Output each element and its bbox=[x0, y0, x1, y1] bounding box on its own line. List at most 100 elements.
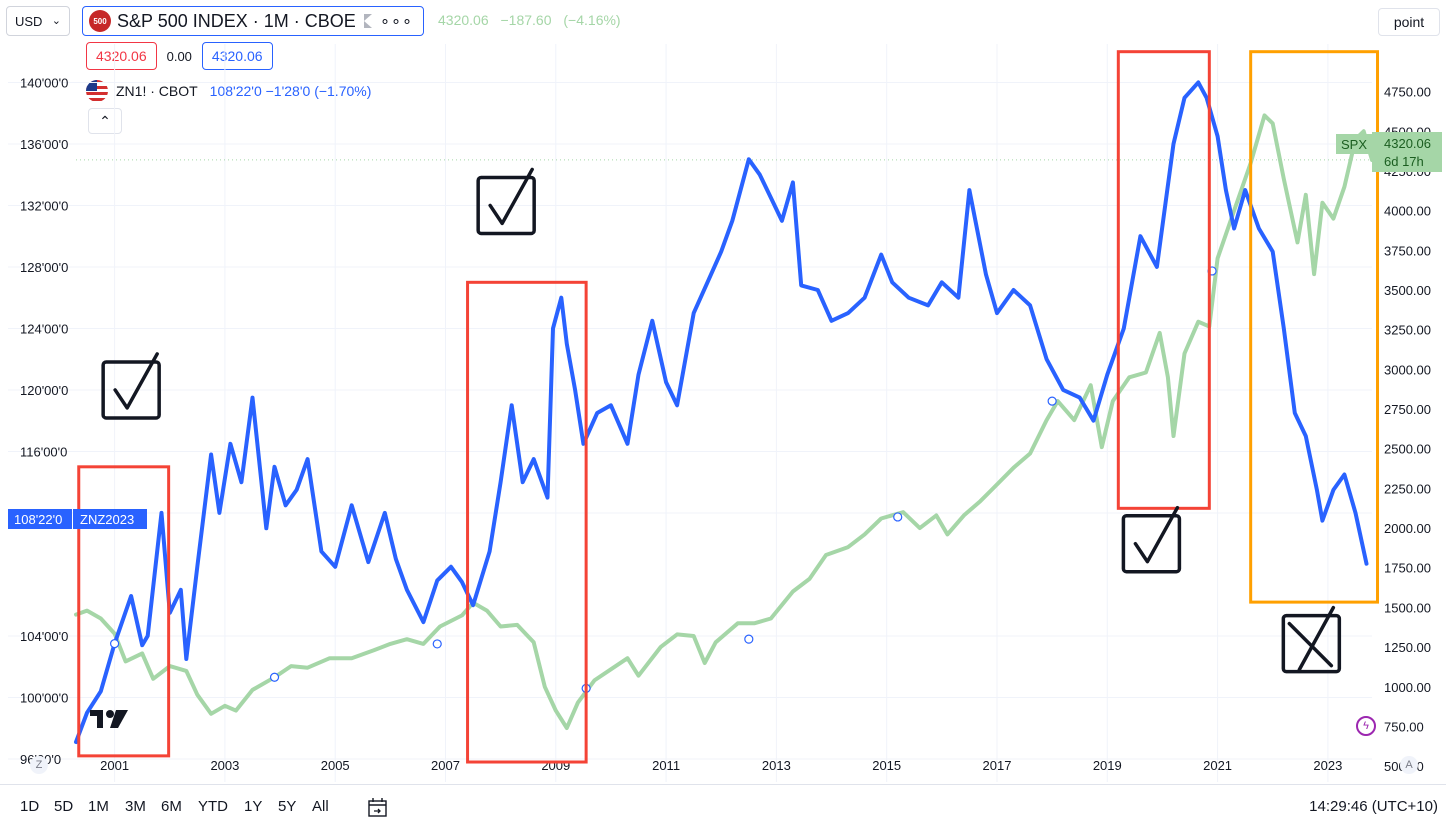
spx-change-pct: (−4.16%) bbox=[563, 12, 621, 28]
range-1m[interactable]: 1M bbox=[88, 798, 109, 815]
right-tick-label: 2500.00 bbox=[1384, 442, 1431, 457]
currency-select[interactable]: USD ⌄ bbox=[6, 6, 70, 36]
zn-series-line bbox=[74, 80, 1369, 744]
right-tick-label: 3750.00 bbox=[1384, 243, 1431, 258]
range-5d[interactable]: 5D bbox=[54, 798, 74, 815]
rollover-marker bbox=[432, 639, 442, 649]
left-tick-label: 140'00'0 bbox=[20, 75, 68, 90]
compare-change-pct: (−1.70%) bbox=[314, 83, 372, 99]
range-6m[interactable]: 6M bbox=[161, 798, 182, 815]
spx-name-badge: SPX bbox=[1341, 137, 1367, 152]
cross-mark-icon bbox=[1287, 605, 1336, 672]
hand-drawn-box bbox=[476, 175, 536, 236]
compare-last: 108'22'0 bbox=[209, 83, 262, 99]
tv-logo-bar bbox=[90, 710, 103, 716]
compare-change: −1'28'0 bbox=[265, 83, 311, 99]
left-price-axis: 140'00'0 136'00'0 132'00'0 128'00'0 124'00'0… bbox=[20, 75, 68, 767]
right-tick-label: 750.00 bbox=[1384, 719, 1424, 734]
range-1y[interactable]: 1Y bbox=[244, 798, 263, 815]
tv-logo-stem bbox=[97, 710, 103, 728]
clock-timezone[interactable]: 14:29:46 (UTC+10) bbox=[1309, 798, 1438, 815]
bottom-toolbar: 1D 5D 1M 3M 6M YTD 1Y 5Y All 14:29:46 (U… bbox=[0, 784, 1446, 833]
scale-mode-button[interactable]: point bbox=[1378, 8, 1440, 36]
left-tick-label: 100'00'0 bbox=[20, 690, 68, 705]
time-tick-label: 2019 bbox=[1093, 758, 1122, 773]
symbol-logo: 500 bbox=[89, 10, 111, 32]
left-tick-label: 132'00'0 bbox=[20, 198, 68, 213]
compare-series-legend[interactable]: ZN1! · CBOT 108'22'0 −1'28'0 (−1.70%) bbox=[86, 80, 371, 102]
compare-values: 108'22'0 −1'28'0 (−1.70%) bbox=[210, 83, 372, 99]
time-tick-label: 2017 bbox=[983, 758, 1012, 773]
range-5y[interactable]: 5Y bbox=[278, 798, 297, 815]
zn-price-badge: 108'22'0 bbox=[14, 512, 62, 527]
symbol-title: S&P 500 INDEX · 1M · CBOE bbox=[117, 10, 356, 31]
range-1d[interactable]: 1D bbox=[20, 798, 40, 815]
hand-drawn-box bbox=[101, 360, 161, 420]
rollover-marker bbox=[110, 639, 120, 649]
spx-change: −187.60 bbox=[500, 12, 552, 28]
range-all[interactable]: All bbox=[312, 798, 329, 815]
time-tick-label: 2011 bbox=[652, 758, 680, 773]
check-mark-icon bbox=[488, 167, 534, 226]
spx-countdown-badge: 6d 17h bbox=[1384, 154, 1424, 169]
compare-symbol-name: ZN1! · CBOT bbox=[116, 83, 198, 99]
spx-name-badge-bg bbox=[1336, 134, 1372, 154]
right-tick-label: 1750.00 bbox=[1384, 561, 1431, 576]
zn-contract-badge: ZNZ2023 bbox=[80, 512, 134, 527]
chevron-down-icon: ⌄ bbox=[51, 15, 61, 27]
time-tick-label: 2005 bbox=[321, 758, 350, 773]
right-tick-label: 2750.00 bbox=[1384, 402, 1431, 417]
hand-drawn-box bbox=[1281, 613, 1342, 674]
right-tick-label: 3500.00 bbox=[1384, 283, 1431, 298]
main-series-values: 4320.06 −187.60 (−4.16%) bbox=[438, 12, 629, 28]
time-tick-label: 2009 bbox=[541, 758, 570, 773]
right-tick-label: 2000.00 bbox=[1384, 521, 1431, 536]
right-tick-label: 4000.00 bbox=[1384, 204, 1431, 219]
auto-scale-button[interactable]: A bbox=[1400, 756, 1418, 774]
axis-badges: 108'22'0 ZNZ2023 SPX 4320.06 6d 17h bbox=[8, 132, 1442, 529]
range-3m[interactable]: 3M bbox=[125, 798, 146, 815]
collapse-legend-button[interactable]: ⌃ bbox=[88, 108, 122, 134]
tv-logo-dot bbox=[106, 710, 114, 718]
right-tick-label: 4750.00 bbox=[1384, 85, 1431, 100]
calendar-goto-icon[interactable] bbox=[366, 796, 390, 820]
right-price-axis: 4750.004500.004250.004000.003750.003500.… bbox=[1384, 85, 1431, 775]
zn-price-badge-bg bbox=[8, 509, 72, 529]
time-tick-label: 2007 bbox=[431, 758, 460, 773]
tv-logo-wedge bbox=[110, 710, 128, 728]
spx-price-badge: 4320.06 bbox=[1384, 136, 1431, 151]
right-tick-label: 3000.00 bbox=[1384, 362, 1431, 377]
price-chart[interactable]: 140'00'0 136'00'0 132'00'0 128'00'0 124'00'0… bbox=[0, 0, 1446, 784]
spx-last: 4320.06 bbox=[438, 12, 489, 28]
spx-price-badge-bg bbox=[1372, 132, 1442, 172]
sell-button[interactable]: 4320.06 bbox=[86, 42, 157, 70]
right-tick-label: 1000.00 bbox=[1384, 680, 1431, 695]
zoom-corner-button[interactable]: Z bbox=[30, 756, 48, 774]
time-tick-label: 2013 bbox=[762, 758, 791, 773]
more-icon[interactable]: ∘∘∘ bbox=[379, 13, 413, 30]
check-mark-icon bbox=[1133, 505, 1180, 564]
grid-lines bbox=[8, 44, 1372, 782]
symbol-search[interactable]: 500 S&P 500 INDEX · 1M · CBOE ∘∘∘ bbox=[82, 6, 424, 36]
time-tick-label: 2001 bbox=[100, 758, 129, 773]
annotation-box bbox=[1116, 50, 1211, 510]
lightning-icon[interactable]: ϟ bbox=[1356, 716, 1376, 736]
left-tick-label: 124'00'0 bbox=[20, 321, 68, 336]
rollover-marker bbox=[893, 512, 903, 522]
time-axis: 2001 2003 2005 2007 2009 2011 2013 2015 2017 2019… bbox=[100, 758, 1342, 773]
currency-label: USD bbox=[15, 13, 43, 29]
left-tick-label: 136'00'0 bbox=[20, 137, 68, 152]
right-tick-label: 2250.00 bbox=[1384, 481, 1431, 496]
annotation-layer bbox=[77, 50, 1380, 764]
annotation-box bbox=[77, 465, 171, 758]
time-tick-label: 2021 bbox=[1203, 758, 1232, 773]
range-ytd[interactable]: YTD bbox=[198, 798, 228, 815]
time-tick-label: 2015 bbox=[872, 758, 901, 773]
right-tick-label: 1500.00 bbox=[1384, 600, 1431, 615]
left-tick-label: 116'00'0 bbox=[20, 444, 67, 459]
time-tick-label: 2023 bbox=[1313, 758, 1342, 773]
annotation-box bbox=[1249, 50, 1380, 604]
flag-icon[interactable] bbox=[363, 14, 372, 28]
rollover-marker bbox=[269, 672, 280, 682]
